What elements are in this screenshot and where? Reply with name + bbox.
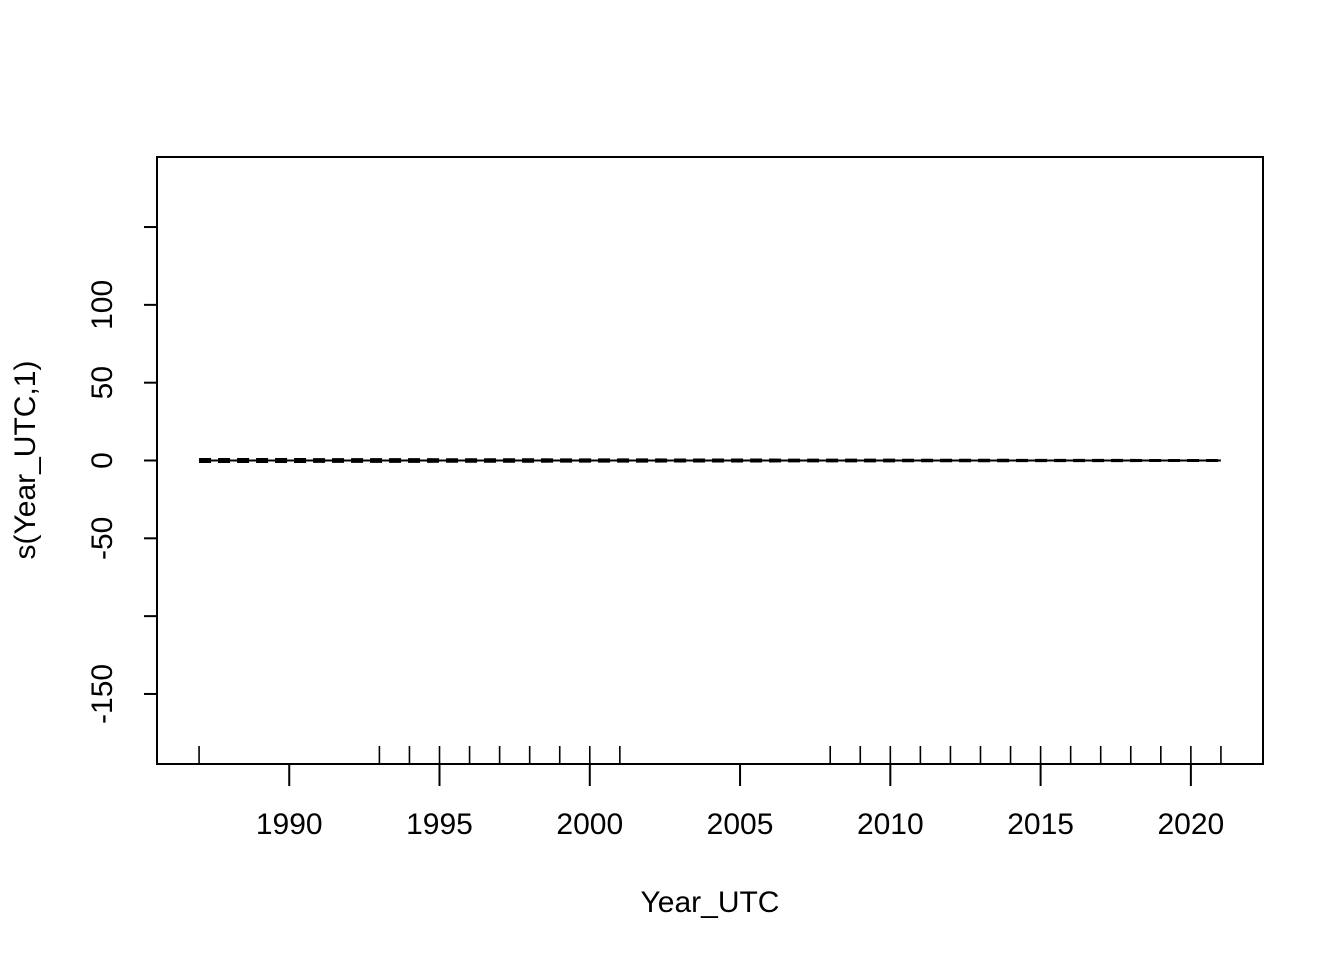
y-axis-label: s(Year_UTC,1): [9, 361, 42, 560]
y-tick-label: 0: [86, 452, 119, 469]
x-tick-label: 2020: [1157, 808, 1224, 841]
y-tick-label: -50: [86, 517, 119, 560]
series-lines: [199, 457, 1221, 464]
y-tick-label: 50: [86, 366, 119, 399]
x-tick-label: 2015: [1007, 808, 1074, 841]
x-tick-label: 2010: [857, 808, 924, 841]
y-tick-label: 100: [86, 280, 119, 330]
x-tick-label: 2005: [707, 808, 774, 841]
x-axis: 1990 1995 2000 2005 2010 2015 2020: [256, 764, 1224, 841]
x-tick-label: 2000: [556, 808, 623, 841]
x-tick-label: 1995: [406, 808, 473, 841]
x-tick-label: 1990: [256, 808, 323, 841]
y-tick-label: -150: [86, 664, 119, 724]
y-axis: -150 -50 0 50 100: [86, 226, 157, 724]
x-axis-label: Year_UTC: [641, 886, 780, 919]
rug-marks: [198, 746, 1222, 764]
